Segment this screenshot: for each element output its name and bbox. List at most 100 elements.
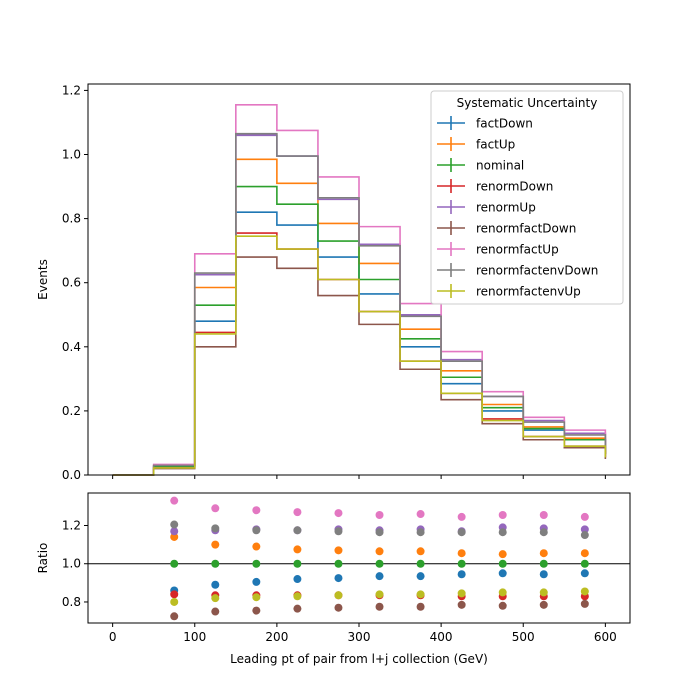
ratio-point-factUp	[539, 549, 548, 558]
ratio-point-renormUp	[170, 527, 179, 536]
main-ylabel: Events	[36, 259, 50, 300]
main-ytick-label: 0.0	[62, 468, 81, 482]
ratio-point-renormfactenvDown	[457, 528, 466, 537]
ratio-point-renormfactUp	[580, 512, 589, 521]
legend-label-factUp: factUp	[476, 138, 515, 152]
ratio-point-renormfactenvUp	[539, 588, 548, 597]
ratio-xtick-label: 400	[430, 630, 453, 644]
ratio-point-renormfactenvUp	[334, 591, 343, 600]
ratio-point-factDown	[539, 570, 548, 579]
ratio-point-renormfactUp	[539, 510, 548, 519]
ratio-point-renormfactenvUp	[293, 592, 302, 601]
main-ytick-label: 1.0	[62, 148, 81, 162]
ratio-point-renormfactUp	[457, 512, 466, 521]
ratio-point-factUp	[416, 547, 425, 556]
ratio-point-renormfactDown	[293, 604, 302, 613]
ratio-xtick-label: 100	[183, 630, 206, 644]
ratio-point-factUp	[580, 549, 589, 558]
ratio-point-factUp	[211, 540, 220, 549]
ratio-point-renormfactenvUp	[170, 597, 179, 606]
ratio-point-renormfactUp	[375, 510, 384, 519]
ratio-point-renormfactUp	[498, 510, 507, 519]
ratio-point-renormfactenvUp	[416, 590, 425, 599]
ratio-point-renormfactDown	[498, 601, 507, 610]
ratio-ytick-label: 1.2	[62, 519, 81, 533]
ratio-point-renormfactUp	[170, 496, 179, 505]
series-line-renormfactenvUp	[112, 235, 607, 476]
ratio-point-renormfactenvUp	[498, 588, 507, 597]
ratio-point-nominal	[375, 559, 384, 568]
ratio-point-factUp	[457, 549, 466, 558]
ratio-point-renormfactenvDown	[170, 520, 179, 529]
ratio-point-renormfactUp	[252, 506, 261, 515]
legend-label-renormfactDown: renormfactDown	[476, 222, 576, 236]
main-ytick-label: 0.8	[62, 212, 81, 226]
ratio-point-renormfactenvDown	[334, 527, 343, 536]
ratio-point-renormfactUp	[416, 510, 425, 519]
legend-label-renormDown: renormDown	[476, 180, 553, 194]
main-histogram-panel: 0.0 0.2 0.4 0.6 0.8 1.0 1.2 Events	[36, 83, 631, 482]
main-ytick-label: 1.2	[62, 83, 81, 97]
ratio-point-renormUp	[580, 525, 589, 534]
ratio-point-renormfactUp	[334, 509, 343, 518]
ratio-xtick-label: 500	[512, 630, 535, 644]
ratio-point-factUp	[498, 550, 507, 559]
ratio-point-renormfactDown	[416, 602, 425, 611]
ratio-point-factDown	[334, 574, 343, 583]
ratio-point-renormfactUp	[211, 504, 220, 513]
ratio-point-factUp	[334, 546, 343, 555]
legend-title: Systematic Uncertainty	[457, 96, 598, 110]
ratio-point-renormfactDown	[375, 602, 384, 611]
ratio-point-nominal	[457, 559, 466, 568]
ratio-panel: 0.8 1.0 1.2 0 100 200 300 400 500 600 Leading pt o…	[36, 492, 631, 666]
ratio-xtick-label: 0	[109, 630, 117, 644]
ratio-point-nominal	[252, 559, 261, 568]
ratio-point-renormfactenvDown	[539, 528, 548, 537]
ratio-point-renormfactenvDown	[416, 528, 425, 537]
ratio-ytick-label: 0.8	[62, 595, 81, 609]
ratio-point-factUp	[170, 532, 179, 541]
ratio-point-factUp	[293, 545, 302, 554]
ratio-point-renormfactDown	[211, 607, 220, 616]
legend-label-renormfactUp: renormfactUp	[476, 243, 559, 257]
legend-label-renormUp: renormUp	[476, 201, 536, 215]
ratio-point-renormfactenvDown	[580, 531, 589, 540]
ratio-point-factDown	[498, 569, 507, 578]
ratio-xtick-label: 300	[348, 630, 371, 644]
legend-label-nominal: nominal	[476, 159, 524, 173]
ratio-point-renormfactDown	[580, 599, 589, 608]
legend-label-renormfactenvDown: renormfactenvDown	[476, 264, 598, 278]
ratio-point-nominal	[170, 559, 179, 568]
ratio-point-nominal	[334, 559, 343, 568]
ratio-point-factDown	[375, 572, 384, 581]
ratio-ytick-label: 1.0	[62, 557, 81, 571]
ratio-point-renormfactenvUp	[211, 594, 220, 603]
ratio-point-renormfactenvDown	[211, 524, 220, 533]
ratio-point-renormfactDown	[252, 606, 261, 615]
ratio-point-nominal	[293, 559, 302, 568]
ratio-point-factDown	[252, 577, 261, 586]
ratio-point-renormfactenvUp	[375, 590, 384, 599]
ratio-point-nominal	[211, 559, 220, 568]
ratio-point-renormfactDown	[334, 603, 343, 612]
ratio-point-nominal	[539, 559, 548, 568]
ratio-point-factDown	[457, 570, 466, 579]
ratio-point-renormfactenvUp	[457, 589, 466, 598]
main-ytick-label: 0.4	[62, 340, 81, 354]
ratio-point-nominal	[580, 559, 589, 568]
legend: Systematic Uncertainty factDown factUp nomi…	[430, 90, 624, 305]
main-ytick-label: 0.2	[62, 404, 81, 418]
ratio-point-nominal	[498, 559, 507, 568]
ratio-point-renormfactenvDown	[498, 528, 507, 537]
legend-label-renormfactenvUp: renormfactenvUp	[476, 285, 581, 299]
ratio-point-renormfactDown	[170, 612, 179, 621]
ratio-point-factDown	[580, 569, 589, 578]
ratio-point-renormDown	[170, 590, 179, 599]
ratio-point-nominal	[416, 559, 425, 568]
ratio-xlabel: Leading pt of pair from l+j collection (…	[230, 652, 488, 666]
ratio-point-renormfactUp	[293, 508, 302, 517]
ratio-point-renormfactenvDown	[375, 528, 384, 537]
ratio-point-renormfactenvDown	[293, 526, 302, 535]
ratio-point-renormfactenvUp	[580, 587, 589, 596]
